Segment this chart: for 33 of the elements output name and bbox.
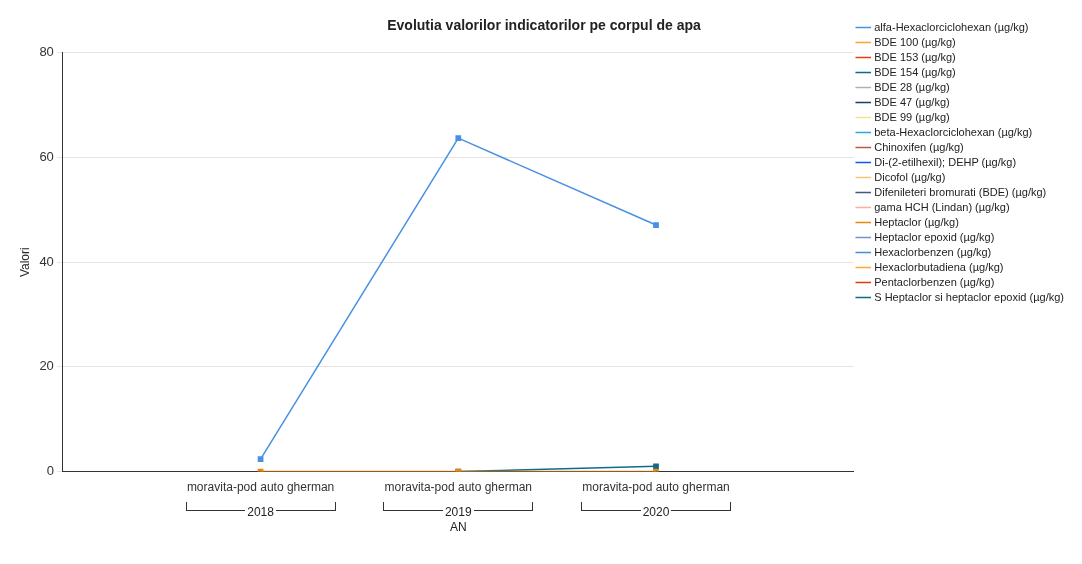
legend-label: S Heptaclor si heptaclor epoxid (µg/kg) — [874, 290, 1064, 303]
legend-label: BDE 28 (µg/kg) — [874, 80, 950, 93]
x-axis-title: AN — [448, 519, 468, 534]
x-tick-label: moravita-pod auto gherman — [186, 480, 335, 495]
legend-label: Pentaclorbenzen (µg/kg) — [874, 275, 995, 288]
x-tick-label: moravita-pod auto gherman — [384, 480, 533, 495]
y-tick-label: 60 — [39, 149, 54, 165]
legend-label: Hexaclorbenzen (µg/kg) — [874, 245, 992, 258]
legend-label: Dicofol (µg/kg) — [874, 170, 946, 183]
legend-label: BDE 154 (µg/kg) — [874, 65, 956, 78]
y-axis-title: Valori — [17, 247, 32, 278]
legend-label: Hexaclorbutadiena (µg/kg) — [874, 260, 1004, 273]
legend-label: Heptaclor (µg/kg) — [874, 215, 959, 228]
legend-label: Di-(2-etilhexil); DEHP (µg/kg) — [874, 155, 1017, 168]
legend-label: BDE 100 (µg/kg) — [874, 35, 956, 48]
legend-label: BDE 153 (µg/kg) — [874, 50, 956, 63]
chart-title: Evolutia valorilor indicatorilor pe corpul de apa — [387, 17, 701, 34]
legend-label: Difenileteri bromurati (BDE) (µg/kg) — [874, 185, 1047, 198]
legend-label: gama HCH (Lindan) (µg/kg) — [874, 200, 1010, 213]
text: 2020 — [640, 504, 672, 519]
y-tick-label: 40 — [39, 253, 54, 269]
y-tick-label: 0 — [46, 463, 54, 479]
legend-label: Chinoxifen (µg/kg) — [874, 140, 964, 153]
legend-label: alfa-Hexaclorciclohexan (µg/kg) — [874, 20, 1029, 33]
legend-label: BDE 99 (µg/kg) — [874, 110, 950, 123]
y-tick-label: 20 — [39, 358, 54, 374]
text: 2018 — [245, 504, 276, 519]
text: 2019 — [442, 504, 474, 519]
legend-label: Heptaclor epoxid (µg/kg) — [874, 230, 995, 243]
y-tick-label: 80 — [39, 44, 54, 60]
x-tick-label: moravita-pod auto gherman — [582, 480, 730, 495]
legend-label: BDE 47 (µg/kg) — [874, 95, 950, 108]
legend-label: beta-Hexaclorciclohexan (µg/kg) — [874, 125, 1033, 138]
